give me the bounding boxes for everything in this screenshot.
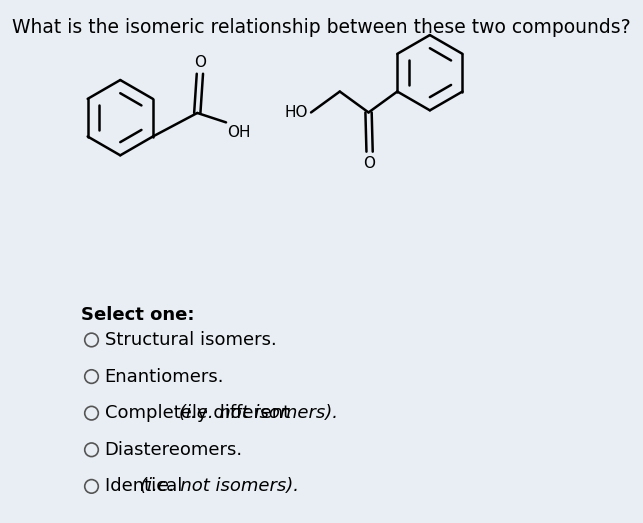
Text: (i.e. not isomers).: (i.e. not isomers). xyxy=(140,477,299,495)
Text: (i.e. not isomers).: (i.e. not isomers). xyxy=(179,404,338,422)
Text: What is the isomeric relationship between these two compounds?: What is the isomeric relationship betwee… xyxy=(12,18,631,37)
Text: OH: OH xyxy=(227,125,251,140)
Text: Completely different: Completely different xyxy=(105,404,295,422)
Text: Diastereomers.: Diastereomers. xyxy=(105,441,242,459)
Text: Enantiomers.: Enantiomers. xyxy=(105,368,224,385)
Text: O: O xyxy=(194,54,206,70)
Text: Identical: Identical xyxy=(105,477,188,495)
Text: HO: HO xyxy=(285,105,309,120)
Text: O: O xyxy=(363,156,376,171)
Text: Select one:: Select one: xyxy=(81,306,195,324)
Text: Structural isomers.: Structural isomers. xyxy=(105,331,276,349)
